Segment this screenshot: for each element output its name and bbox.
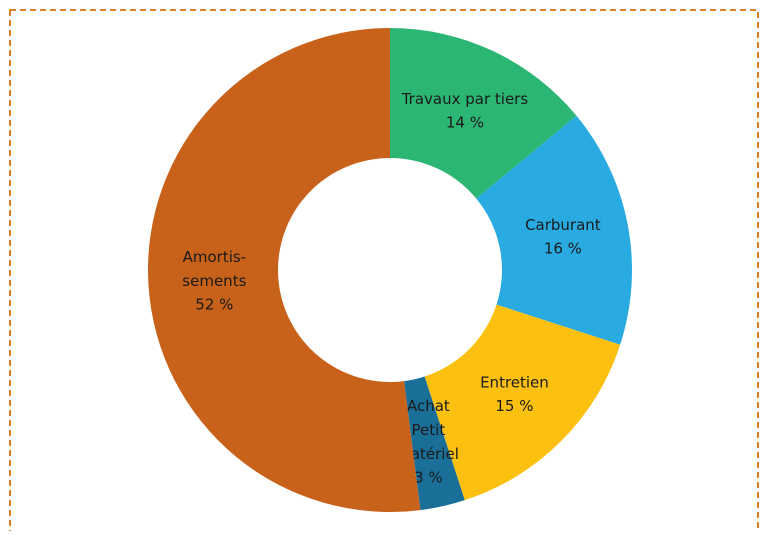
donut-slice [390, 28, 577, 199]
value-label: 14 % [446, 113, 484, 131]
donut-slice [404, 376, 465, 511]
donut-slice [476, 115, 633, 345]
slice-label: Entretien [480, 373, 549, 391]
value-label: 15 % [495, 397, 533, 415]
donut-slice [424, 304, 621, 501]
slice-label: Carburant [525, 216, 601, 234]
donut-slice [148, 27, 421, 513]
value-label: 3 % [414, 468, 443, 486]
slice-label: Travaux par tiers [401, 89, 529, 107]
value-label: 52 % [195, 296, 233, 314]
value-label: 16 % [544, 240, 582, 258]
frame [9, 9, 759, 535]
slice-label: Amortis-sements [182, 248, 246, 290]
